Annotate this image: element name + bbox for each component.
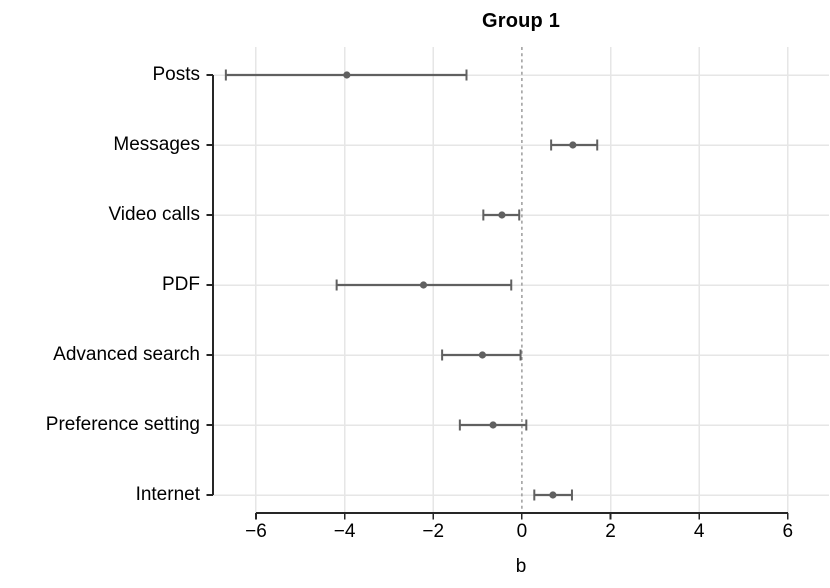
point-estimate-preference-setting	[489, 421, 497, 429]
category-label-advanced-search: Advanced search	[53, 344, 200, 365]
x-tick-label-4: 4	[693, 521, 705, 542]
x-tick-label-0: 0	[516, 521, 528, 542]
point-estimate-internet	[549, 491, 557, 499]
category-label-preference-setting: Preference setting	[45, 414, 200, 435]
category-label-internet: Internet	[135, 484, 200, 505]
point-estimate-posts	[343, 71, 351, 79]
x-tick-label--6: −6	[245, 521, 267, 542]
category-label-messages: Messages	[113, 134, 200, 155]
chart-title: Group 1	[481, 10, 561, 32]
x-tick-label-6: 6	[782, 521, 794, 542]
point-estimate-advanced-search	[478, 351, 487, 359]
x-tick-label--2: −2	[422, 521, 445, 542]
point-estimate-video-calls	[498, 211, 506, 219]
x-axis-label: b	[515, 556, 527, 577]
x-tick-label--4: −4	[333, 521, 356, 542]
point-estimate-messages	[569, 141, 577, 149]
point-estimate-pdf	[419, 281, 428, 289]
category-label-pdf: PDF	[162, 274, 200, 295]
category-label-posts: Posts	[152, 64, 200, 85]
x-tick-label-2: 2	[605, 521, 616, 542]
category-label-video-calls: Video calls	[108, 204, 200, 225]
